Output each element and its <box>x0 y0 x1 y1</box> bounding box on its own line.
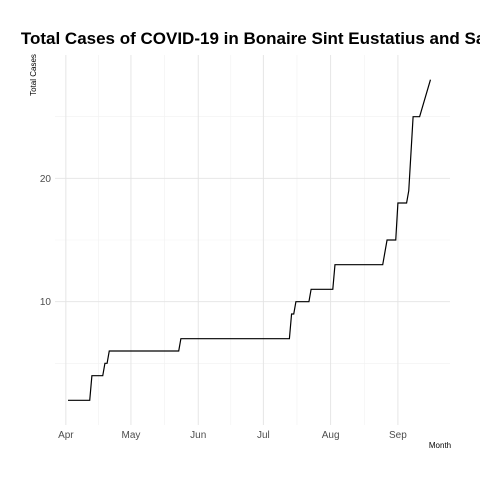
x-tick-labels: Apr May Jun Jul Aug Sep <box>58 430 407 441</box>
y-tick-label: 20 <box>40 174 52 185</box>
x-tick-label: May <box>122 430 141 441</box>
y-tick-label: 10 <box>40 297 52 308</box>
y-axis-title: Total Cases <box>29 54 38 96</box>
series-group <box>68 79 432 401</box>
x-tick-label: Apr <box>58 430 74 441</box>
chart-title: Total Cases of COVID-19 in Bonaire Sint … <box>21 29 480 48</box>
x-tick-label: Sep <box>389 430 407 441</box>
x-tick-label: Aug <box>322 430 340 441</box>
series-line <box>68 79 432 401</box>
grid <box>55 55 450 425</box>
x-tick-label: Jun <box>190 430 206 441</box>
x-tick-label: Jul <box>257 430 270 441</box>
y-tick-labels: 10 20 <box>40 174 52 308</box>
x-axis-title: Month <box>429 441 451 450</box>
